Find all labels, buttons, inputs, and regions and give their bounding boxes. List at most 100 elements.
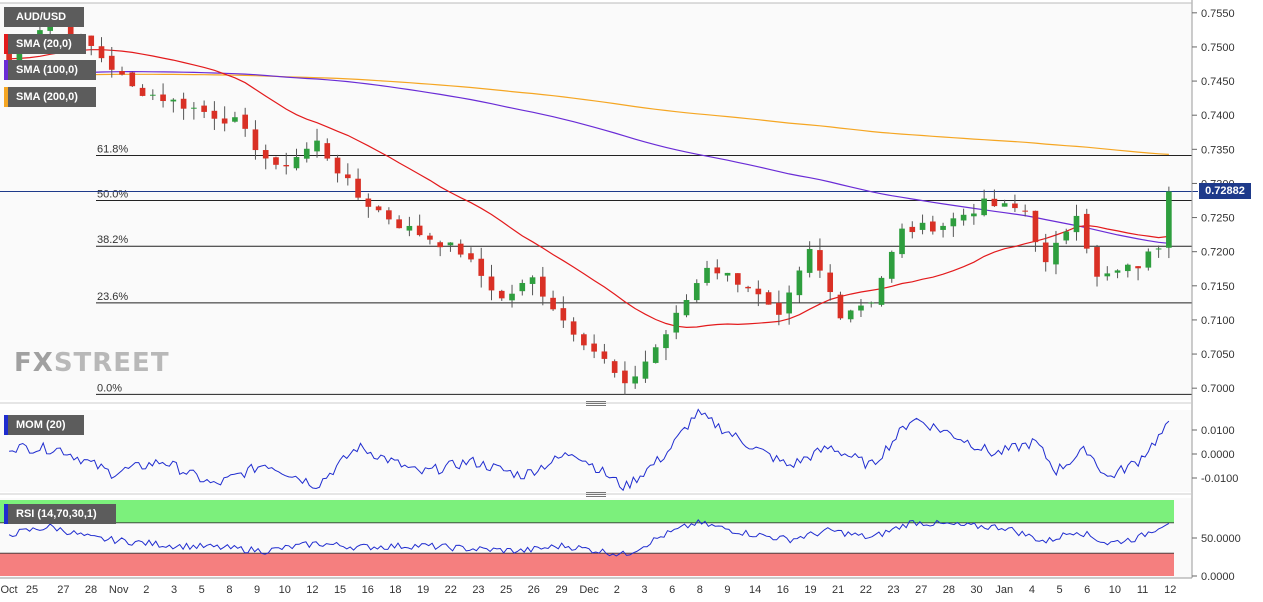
x-tick-label: Oct	[0, 584, 17, 596]
candle-down	[1083, 213, 1090, 249]
candle-down	[827, 272, 834, 293]
momentum-panel	[0, 410, 1192, 492]
candle-down	[622, 370, 628, 384]
price-y-tick-label: 0.7200	[1201, 247, 1235, 259]
candle-down	[1022, 210, 1029, 212]
candle-up	[940, 225, 946, 230]
candle-up	[1166, 191, 1172, 248]
candle-down	[427, 235, 433, 240]
rsi-oversold-zone	[0, 553, 1174, 576]
candle-up	[1053, 242, 1059, 265]
price-y-tick-label: 0.7050	[1201, 349, 1235, 361]
symbol-label[interactable]: AUD/USD	[4, 7, 84, 27]
candle-up	[447, 242, 454, 246]
legend-sma20[interactable]: SMA (20,0)	[4, 34, 86, 54]
legend-rsi[interactable]: RSI (14,70,30,1)	[4, 504, 116, 524]
candle-down	[180, 98, 187, 109]
candle-up	[663, 334, 669, 349]
last-price-tag: 0.72882	[1199, 183, 1251, 199]
x-tick-label: Dec	[579, 584, 599, 596]
candle-down	[98, 46, 105, 59]
candle-down	[437, 242, 444, 248]
price-y-tick-label: 0.7150	[1201, 281, 1235, 293]
moving-averages	[9, 49, 1169, 329]
x-tick-label: 4	[1029, 584, 1035, 596]
x-tick-label: 12	[1164, 584, 1176, 596]
legend-momentum[interactable]: MOM (20)	[4, 415, 84, 435]
sma100-label: SMA (100,0)	[16, 64, 78, 76]
x-tick-label: 18	[389, 584, 401, 596]
candle-up	[724, 272, 731, 276]
candlesticks	[6, 13, 1172, 395]
candle-down	[837, 294, 844, 319]
candle-down	[488, 276, 495, 291]
x-tick-label: 27	[915, 584, 927, 596]
x-tick-label: 22	[860, 584, 872, 596]
sma100-line	[9, 70, 1169, 244]
momentum-label: MOM (20)	[16, 419, 66, 431]
candle-up	[683, 299, 690, 316]
candle-up	[899, 228, 905, 255]
x-axis: Oct 25 27 28 Nov 2 3 5 8 9 10 12 15 16 18 19 22 23 25 26 29 D…	[0, 577, 1192, 596]
legend-sma100[interactable]: SMA (100,0)	[4, 60, 96, 80]
x-tick-label: 8	[697, 584, 703, 596]
candle-up	[509, 293, 515, 301]
candle-down	[468, 253, 474, 260]
x-tick-label: 8	[226, 584, 232, 596]
candle-down	[262, 150, 269, 159]
candle-down	[1042, 242, 1049, 263]
candle-up	[919, 222, 926, 230]
x-tick-label: 16	[777, 584, 789, 596]
x-tick-label: 23	[887, 584, 899, 596]
x-tick-label: 25	[26, 584, 38, 596]
x-tick-label: 3	[641, 584, 647, 596]
candle-down	[129, 72, 136, 87]
watermark-fx: FX	[14, 348, 54, 378]
candle-down	[355, 178, 361, 198]
candle-down	[755, 288, 762, 295]
candle-up	[796, 270, 803, 296]
candle-down	[344, 174, 351, 179]
candle-down	[283, 164, 290, 167]
sma20-line	[9, 49, 1169, 329]
rsi-zones	[0, 500, 1174, 576]
candle-down	[252, 129, 259, 151]
price-y-tick-label: 0.7350	[1201, 144, 1235, 156]
x-tick-label: 22	[445, 584, 457, 596]
x-tick-label: 2	[614, 584, 620, 596]
candle-up	[673, 312, 680, 333]
candle-up	[303, 148, 310, 159]
candle-up	[232, 117, 238, 122]
candle-up	[878, 277, 885, 305]
legend-sma200[interactable]: SMA (200,0)	[4, 87, 96, 107]
x-tick-label: 25	[500, 584, 512, 596]
candle-up	[786, 292, 792, 314]
candle-up	[519, 282, 526, 292]
x-tick-label: 6	[1084, 584, 1090, 596]
momentum-y-tick-label: -0.0100	[1201, 473, 1238, 485]
candle-down	[734, 273, 741, 285]
momentum-series	[9, 408, 1170, 492]
candle-up	[971, 213, 977, 217]
x-tick-label: 27	[57, 584, 69, 596]
x-tick-label: 30	[970, 584, 982, 596]
rsi-y-tick-label: 50.0000	[1201, 533, 1241, 545]
rsi-series	[8, 518, 1170, 557]
candle-up	[1063, 231, 1070, 241]
x-tick-label: 28	[85, 584, 97, 596]
candle-down	[776, 302, 782, 315]
candle-up	[1114, 270, 1121, 273]
x-tick-label: 3	[171, 584, 177, 596]
x-tick-label: 23	[472, 584, 484, 596]
momentum-line	[9, 408, 1170, 492]
sma100-swatch	[4, 60, 8, 80]
momentum-y-tick-label: 0.0000	[1201, 449, 1235, 461]
candle-up	[960, 214, 967, 221]
candle-down	[745, 286, 751, 289]
candle-up	[642, 361, 649, 379]
candle-down	[211, 110, 218, 119]
candle-up	[868, 302, 875, 304]
candle-down	[539, 276, 546, 297]
candle-down	[550, 297, 556, 310]
candle-down	[611, 361, 618, 373]
